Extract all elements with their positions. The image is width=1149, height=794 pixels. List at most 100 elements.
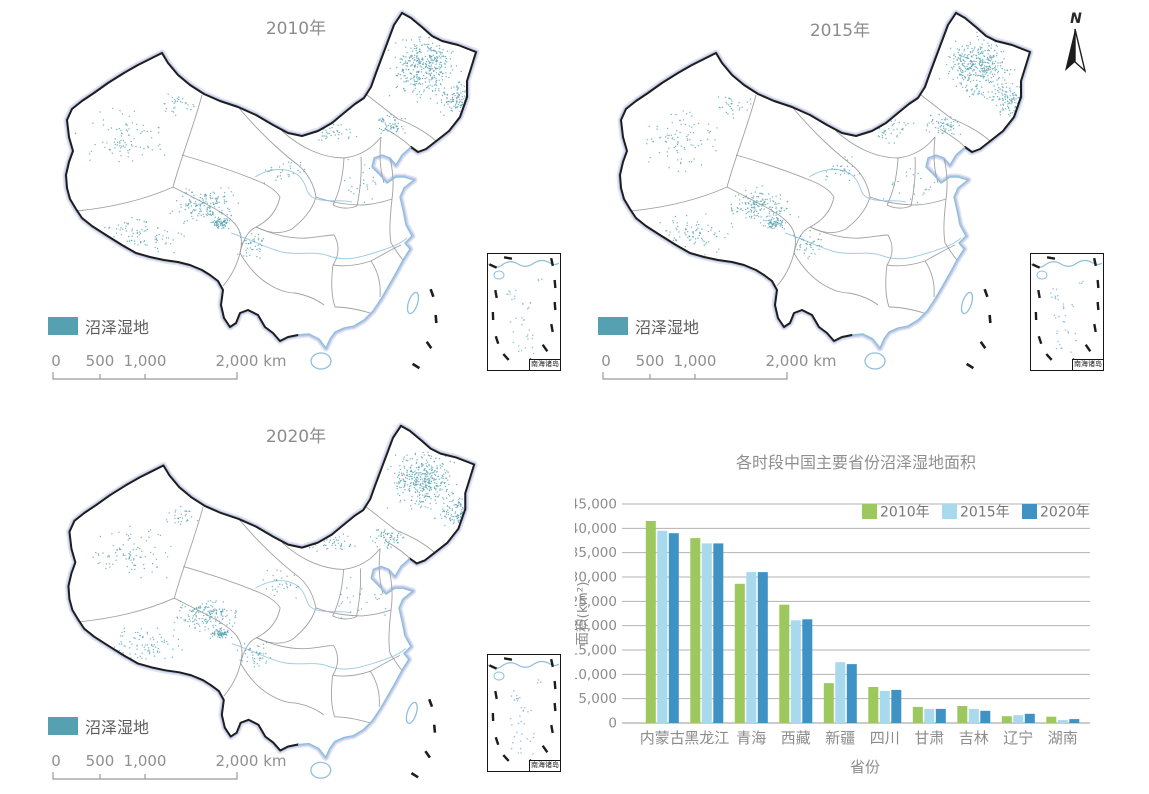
rivers — [784, 169, 962, 260]
map-legend: 沼泽湿地 — [598, 314, 699, 338]
inset-coastline — [487, 259, 560, 268]
bar — [957, 706, 968, 723]
inset-hainan — [493, 671, 505, 681]
bar — [846, 664, 857, 723]
scale-tick-2000: 2,000 km — [765, 352, 837, 370]
chart-title: 各时段中国主要省份沼泽湿地面积 — [736, 453, 976, 472]
scale-tick-500: 500 — [85, 752, 115, 770]
south-china-sea-inset: 南海诸岛 — [487, 253, 561, 371]
inset-label: 南海诸岛 — [529, 760, 561, 772]
bar — [1057, 720, 1068, 723]
wetland-swatch — [48, 317, 78, 335]
bar — [657, 530, 668, 723]
bar — [1046, 716, 1057, 723]
taiwan-island — [960, 291, 974, 315]
chart-category-labels: 内蒙古 黑龙江 青海 西藏 新疆 四川 甘肃 吉林 辽宁 湖南 — [640, 729, 1078, 747]
north-arrow-icon — [1065, 28, 1087, 74]
svg-text:20,000: 20,000 — [575, 618, 617, 634]
chart-ylabel: 面积(km²) — [575, 582, 591, 646]
svg-text:湖南: 湖南 — [1048, 729, 1078, 747]
nine-dash-line — [410, 698, 437, 779]
china-map-2010 — [62, 9, 480, 370]
svg-text:10,000: 10,000 — [575, 667, 617, 683]
svg-text:0: 0 — [608, 716, 617, 732]
svg-text:西藏: 西藏 — [781, 729, 811, 747]
coastline — [297, 557, 414, 759]
bar — [924, 708, 935, 723]
bar — [734, 583, 745, 723]
inset-nine-dash-line — [488, 256, 557, 364]
map-panel-2010: 2010年 沼泽湿地 0 500 1,000 2,000 km — [0, 0, 570, 400]
wetland-legend-label: 沼泽湿地 — [635, 318, 700, 337]
bar — [1024, 713, 1035, 723]
scale-tick-500: 500 — [635, 352, 665, 370]
wetland-legend-label: 沼泽湿地 — [85, 718, 150, 737]
scale-bar-line — [52, 372, 238, 380]
map-panel-2020: 2020年 沼泽湿地 0 500 1,000 2,000 km — [0, 400, 570, 794]
bar — [790, 620, 801, 723]
scale-bar: 0 500 1,000 2,000 km — [50, 752, 290, 782]
taiwan-island — [406, 291, 420, 315]
scale-tick-2000: 2,000 km — [215, 752, 287, 770]
hainan-island — [310, 352, 332, 370]
bar — [968, 708, 979, 723]
scale-tick-1000: 1,000 — [673, 352, 717, 370]
bar — [757, 572, 768, 723]
bar — [1069, 719, 1080, 723]
inset-coastline — [1030, 259, 1103, 268]
nine-dash-line — [411, 288, 438, 370]
svg-text:45,000: 45,000 — [575, 497, 617, 513]
map-title-2010: 2010年 — [265, 19, 327, 39]
chart-bars — [645, 521, 1080, 723]
inset-label: 南海诸岛 — [529, 359, 561, 371]
svg-text:辽宁: 辽宁 — [1003, 729, 1033, 747]
inset-label: 南海诸岛 — [1072, 359, 1104, 371]
nine-dash-line — [965, 288, 992, 370]
bar — [713, 543, 724, 723]
svg-text:甘肃: 甘肃 — [914, 729, 944, 747]
bar — [1001, 716, 1012, 723]
bar — [690, 538, 701, 723]
wetland-bar-chart: 各时段中国主要省份沼泽湿地面积 0 5,000 10,000 15,000 20,000… — [575, 453, 1090, 776]
bar — [891, 689, 902, 723]
map-legend: 沼泽湿地 — [48, 314, 149, 338]
svg-text:青海: 青海 — [736, 729, 766, 747]
svg-text:40,000: 40,000 — [575, 521, 617, 537]
bar — [701, 543, 712, 723]
inset-islands — [506, 278, 543, 355]
svg-text:四川: 四川 — [870, 729, 900, 747]
inset-nine-dash-line — [1031, 256, 1100, 364]
bar — [823, 683, 834, 723]
svg-text:内蒙古: 内蒙古 — [640, 729, 685, 747]
bar — [980, 710, 991, 723]
chart-legend: 2010年 2015年 2020年 — [862, 504, 1090, 521]
hainan-island — [310, 761, 332, 779]
bar — [668, 533, 679, 723]
map-title-2015: 2015年 — [809, 21, 871, 41]
bar — [879, 690, 890, 723]
scale-bar: 0 500 1,000 2,000 km — [50, 352, 290, 382]
map-legend: 沼泽湿地 — [48, 714, 149, 738]
wetland-dots — [92, 444, 475, 668]
china-map-2020 — [64, 422, 478, 779]
province-borders — [630, 94, 991, 314]
svg-text:5,000: 5,000 — [578, 691, 617, 707]
svg-text:2020年: 2020年 — [1040, 505, 1090, 521]
svg-text:30,000: 30,000 — [575, 570, 617, 586]
rivers — [230, 169, 408, 260]
scale-bar-line — [602, 372, 788, 380]
coastline — [851, 146, 969, 349]
rivers — [231, 580, 407, 670]
scale-tick-1000: 1,000 — [123, 752, 167, 770]
province-borders — [76, 94, 437, 314]
chart-xlabel: 省份 — [850, 758, 880, 776]
inset-nine-dash-line — [488, 657, 557, 765]
north-arrow: N — [1058, 12, 1094, 80]
scale-tick-1000: 1,000 — [123, 352, 167, 370]
scale-tick-0: 0 — [601, 352, 611, 370]
bar — [868, 687, 879, 723]
bar — [645, 521, 656, 723]
wetland-legend-label: 沼泽湿地 — [85, 318, 150, 337]
hainan-island — [864, 352, 886, 370]
